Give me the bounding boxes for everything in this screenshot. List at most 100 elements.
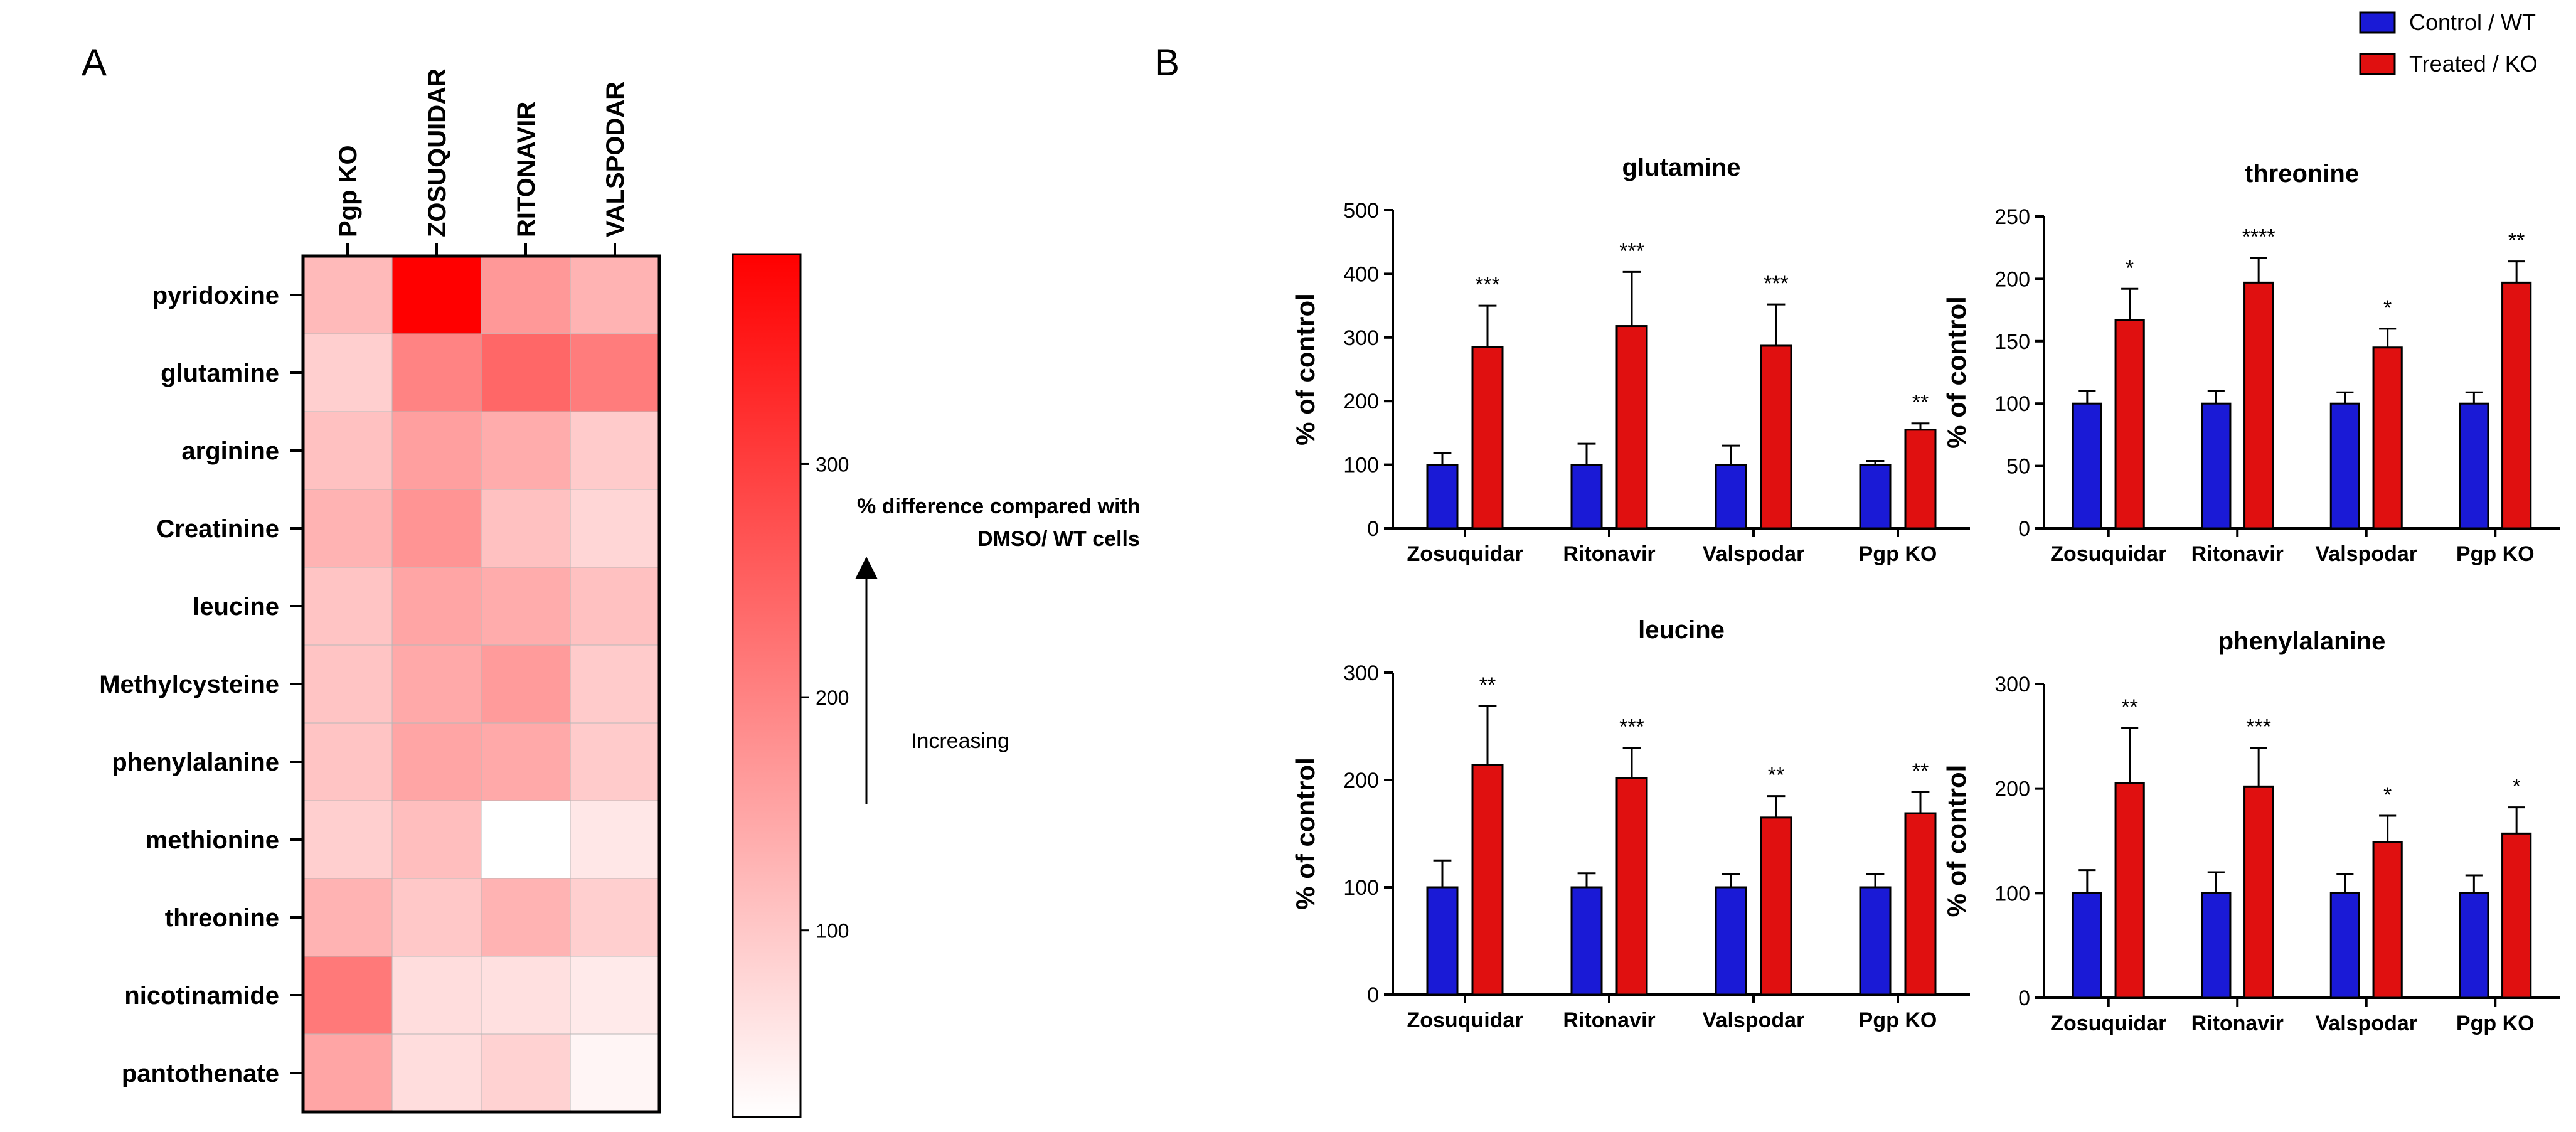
- heatmap-cell-pyridoxine-zosuquidar: [391, 255, 482, 334]
- significance-leucine-valspodar: **: [1768, 764, 1784, 788]
- x-tick-label-leucine-zosuquidar: Zosuquidar: [1407, 1008, 1523, 1032]
- heatmap-cell-pantothenate-pgp-ko: [302, 1033, 393, 1113]
- x-tick-label-glutamine-pgp-ko: Pgp KO: [1859, 542, 1937, 566]
- bar-threonine-zosuquidar-treated-ko: [2114, 319, 2145, 530]
- heatmap-row-label-glutamine: glutamine: [161, 360, 279, 387]
- heatmap-cell-glutamine-valspodar: [570, 333, 660, 412]
- significance-leucine-zosuquidar: **: [1479, 673, 1496, 697]
- heatmap-cell-leucine-valspodar: [570, 567, 660, 646]
- y-tick-label-threonine-100: 100: [1994, 392, 2030, 416]
- bar-threonine-ritonavir-treated-ko: [2243, 281, 2274, 530]
- heatmap-cell-arginine-ritonavir: [481, 411, 571, 490]
- heatmap-row-label-arginine: arginine: [181, 437, 279, 465]
- bar-chart-phenylalanine: phenylalanine % of control 0 100 200 300 Zosuq…: [1942, 627, 2560, 1035]
- bar-leucine-valspodar-treated-ko: [1760, 816, 1792, 996]
- panel-label-b: B: [1154, 41, 1179, 83]
- colorbar-caption-line1: % difference compared with: [857, 494, 1141, 518]
- heatmap-cell-pantothenate-valspodar: [570, 1033, 660, 1113]
- y-tick-label-leucine-0: 0: [1367, 983, 1379, 1007]
- increasing-label: Increasing: [911, 729, 1009, 753]
- heatmap-cell-nicotinamide-pgp-ko: [302, 956, 393, 1035]
- chart-title-leucine: leucine: [1638, 616, 1725, 644]
- significance-phenylalanine-ritonavir: ***: [2246, 715, 2271, 739]
- x-tick-label-leucine-pgp-ko: Pgp KO: [1859, 1008, 1937, 1032]
- bar-glutamine-valspodar-treated-ko: [1760, 344, 1792, 530]
- bar-chart-threonine: threonine % of control 0 50 100 150 200 250 Zosu…: [1942, 160, 2560, 566]
- heatmap-cell-threonine-valspodar: [570, 878, 660, 957]
- bar-leucine-ritonavir-control-wt: [1570, 886, 1603, 996]
- x-tick-label-glutamine-valspodar: Valspodar: [1703, 542, 1805, 566]
- bar-phenylalanine-pgp-ko-treated-ko: [2501, 832, 2532, 999]
- heatmap-cell-nicotinamide-valspodar: [570, 956, 660, 1035]
- significance-threonine-zosuquidar: *: [2126, 256, 2134, 280]
- bar-phenylalanine-pgp-ko-control-wt: [2459, 892, 2489, 999]
- heatmap-cell-phenylalanine-zosuquidar: [391, 722, 482, 801]
- significance-threonine-valspodar: *: [2383, 296, 2392, 320]
- heatmap-cell-methylcysteine-zosuquidar: [391, 644, 482, 724]
- y-tick-label-threonine-0: 0: [2018, 517, 2030, 541]
- heatmap-cell-phenylalanine-ritonavir: [481, 722, 571, 801]
- chart-title-phenylalanine: phenylalanine: [2218, 627, 2386, 655]
- heatmap-row-label-nicotinamide: nicotinamide: [124, 982, 279, 1010]
- colorbar-caption-line2: DMSO/ WT cells: [977, 527, 1140, 551]
- bar-threonine-zosuquidar-control-wt: [2072, 402, 2102, 530]
- heatmap-cell-pantothenate-zosuquidar: [391, 1033, 482, 1113]
- heatmap-row-label-pantothenate: pantothenate: [122, 1060, 279, 1087]
- chart-title-glutamine: glutamine: [1622, 154, 1741, 181]
- bar-phenylalanine-valspodar-treated-ko: [2372, 841, 2403, 999]
- bar-phenylalanine-zosuquidar-treated-ko: [2114, 782, 2145, 999]
- bar-threonine-pgp-ko-control-wt: [2459, 402, 2489, 530]
- x-tick-label-phenylalanine-zosuquidar: Zosuquidar: [2050, 1012, 2166, 1035]
- heatmap-col-label-ritonavir: RITONAVIR: [513, 102, 540, 237]
- bar-threonine-pgp-ko-treated-ko: [2501, 281, 2532, 530]
- bar-chart-glutamine: glutamine % of control 0 100 200 300 400 500 Zos…: [1291, 154, 1970, 566]
- heatmap-cell-pyridoxine-ritonavir: [481, 255, 571, 334]
- heatmap-cell-arginine-zosuquidar: [391, 411, 482, 490]
- significance-threonine-ritonavir: ****: [2242, 225, 2275, 249]
- y-tick-label-threonine-250: 250: [1994, 205, 2030, 229]
- legend-label-control: Control / WT: [2409, 9, 2536, 35]
- bar-glutamine-pgp-ko-control-wt: [1859, 464, 1892, 530]
- heatmap-row-label-pyridoxine: pyridoxine: [152, 282, 279, 309]
- heatmap-cell-threonine-zosuquidar: [391, 878, 482, 957]
- y-tick-label-threonine-50: 50: [2006, 455, 2030, 479]
- colorbar-tick-label-300: 300: [816, 453, 849, 476]
- y-tick-label-glutamine-0: 0: [1367, 517, 1379, 541]
- heatmap-panel: pyridoxine glutamine arginine Creatinine leu…: [99, 68, 661, 1114]
- y-axis-label-phenylalanine: % of control: [1942, 765, 1971, 917]
- legend-swatch-control: [2359, 11, 2396, 34]
- heatmap-cell-creatinine-ritonavir: [481, 489, 571, 568]
- x-tick-label-glutamine-ritonavir: Ritonavir: [1563, 542, 1655, 566]
- legend-swatch-treated: [2359, 53, 2396, 75]
- bar-threonine-ritonavir-control-wt: [2201, 402, 2232, 530]
- x-tick-label-threonine-pgp-ko: Pgp KO: [2456, 542, 2535, 566]
- y-tick-label-glutamine-500: 500: [1343, 199, 1379, 223]
- y-tick-label-threonine-200: 200: [1994, 267, 2030, 291]
- heatmap-cell-methionine-pgp-ko: [302, 800, 393, 879]
- y-tick-label-leucine-300: 300: [1343, 661, 1379, 685]
- x-tick-label-leucine-valspodar: Valspodar: [1703, 1008, 1805, 1032]
- heatmap-cell-methionine-ritonavir: [481, 800, 571, 879]
- x-tick-label-phenylalanine-valspodar: Valspodar: [2315, 1012, 2417, 1035]
- heatmap-cell-pyridoxine-valspodar: [570, 255, 660, 334]
- y-tick-label-glutamine-100: 100: [1343, 454, 1379, 478]
- heatmap-cell-methionine-zosuquidar: [391, 800, 482, 879]
- heatmap-cell-creatinine-pgp-ko: [302, 489, 393, 568]
- heatmap-cell-creatinine-zosuquidar: [391, 489, 482, 568]
- colorbar-tick-label-100: 100: [816, 920, 849, 942]
- heatmap-cell-phenylalanine-valspodar: [570, 722, 660, 801]
- bar-phenylalanine-ritonavir-treated-ko: [2243, 785, 2274, 999]
- heatmap-cell-glutamine-ritonavir: [481, 333, 571, 412]
- panel-label-a: A: [82, 41, 107, 83]
- y-tick-label-phenylalanine-200: 200: [1994, 777, 2030, 801]
- heatmap-row-label-methionine: methionine: [146, 826, 279, 854]
- significance-glutamine-ritonavir: ***: [1619, 239, 1644, 263]
- significance-leucine-pgp-ko: **: [1912, 759, 1929, 783]
- significance-phenylalanine-pgp-ko: *: [2513, 775, 2521, 799]
- bar-glutamine-valspodar-control-wt: [1715, 464, 1747, 530]
- bar-threonine-valspodar-control-wt: [2329, 402, 2360, 530]
- heatmap-cell-arginine-valspodar: [570, 411, 660, 490]
- y-tick-label-glutamine-400: 400: [1343, 262, 1379, 286]
- y-tick-label-phenylalanine-100: 100: [1994, 882, 2030, 905]
